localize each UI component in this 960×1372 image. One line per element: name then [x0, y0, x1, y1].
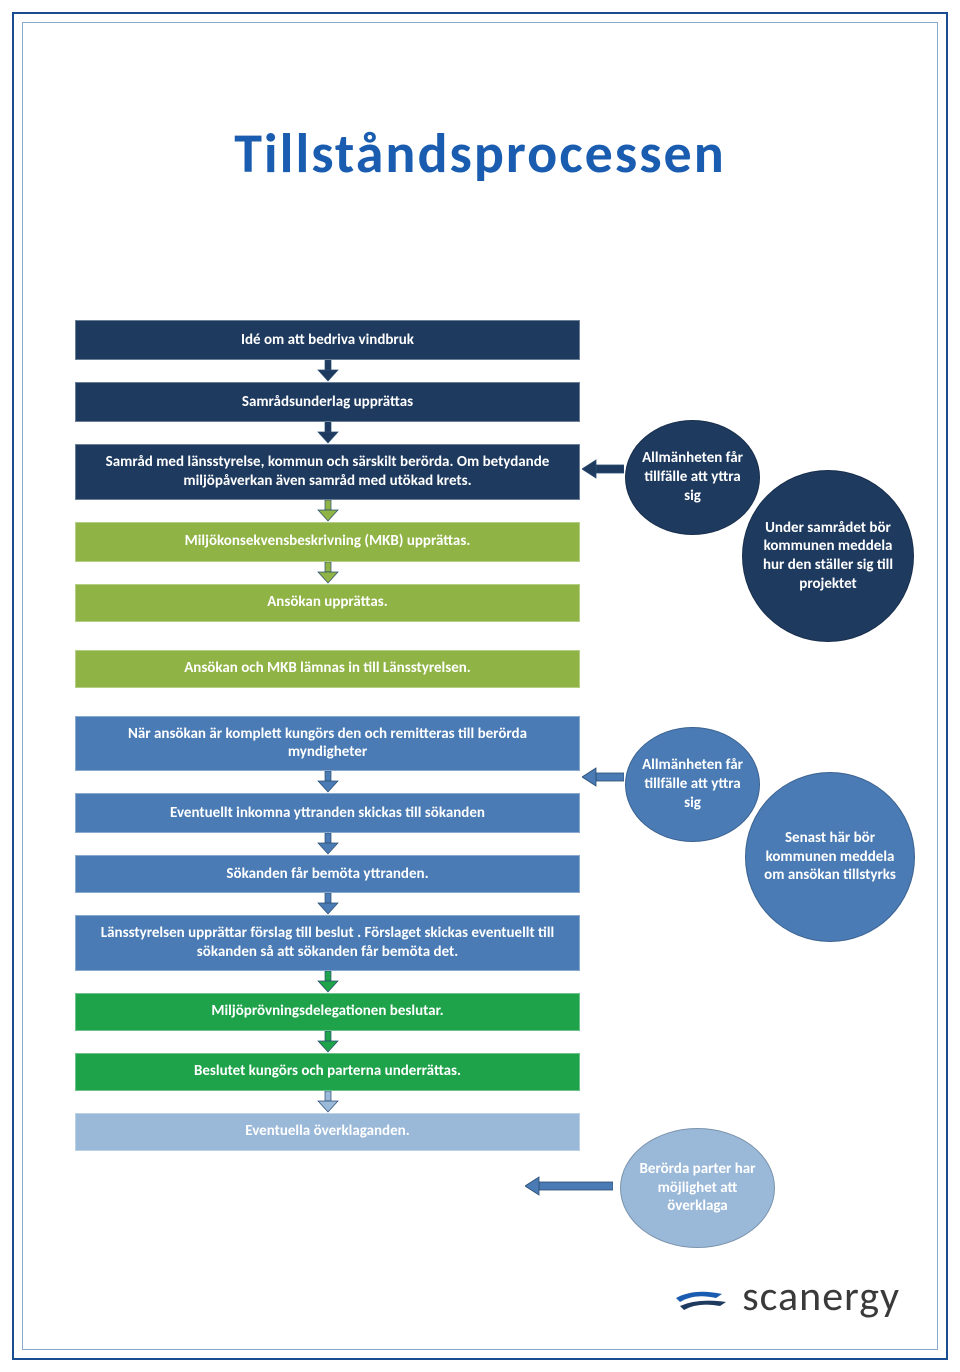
arrow-down-icon [75, 893, 580, 915]
annotation-bubble: Berörda parter har möjlighet att överkla… [620, 1128, 775, 1248]
flow-step: Miljöprövningsdelegationen beslutar. [75, 993, 580, 1031]
flow-step: Idé om att bedriva vindbruk [75, 320, 580, 360]
flow-step: Samrådsunderlag upprättas [75, 382, 580, 422]
arrow-down-icon [75, 1031, 580, 1053]
logo: scanergy [674, 1271, 900, 1322]
arrow-down-icon [75, 360, 580, 382]
annotation-bubble: Allmänheten får tillfälle att yttra sig [625, 727, 760, 842]
annotation-bubble: Senast här bör kommunen meddela om ansök… [745, 772, 915, 942]
annotation-bubble: Allmänheten får tillfälle att yttra sig [625, 420, 760, 535]
flow-step: Eventuella överklaganden. [75, 1113, 580, 1151]
arrow-down-icon [75, 562, 580, 584]
flow-step: Eventuellt inkomna yttranden skickas til… [75, 793, 580, 833]
arrow-down-icon [75, 833, 580, 855]
flow-step: Beslutet kungörs och parterna underrätta… [75, 1053, 580, 1091]
flowchart-column: Idé om att bedriva vindbruk Samrådsunder… [75, 320, 580, 1151]
flow-step: Miljökonsekvensbeskrivning (MKB) upprätt… [75, 522, 580, 562]
arrow-down-icon [75, 971, 580, 993]
arrow-left-icon [582, 458, 624, 480]
flow-step: När ansökan är komplett kungörs den och … [75, 716, 580, 772]
arrow-left-icon [582, 766, 624, 788]
logo-text: scanergy [742, 1271, 900, 1322]
page-title: Tillståndsprocessen [0, 120, 960, 188]
flow-step: Länsstyrelsen upprättar förslag till bes… [75, 915, 580, 971]
flow-step: Ansökan upprättas. [75, 584, 580, 622]
flow-step: Sökanden får bemöta yttranden. [75, 855, 580, 893]
logo-swoosh-icon [674, 1278, 732, 1316]
flow-step: Samråd med länsstyrelse, kommun och särs… [75, 444, 580, 500]
arrow-down-icon [75, 500, 580, 522]
arrow-down-icon [75, 1091, 580, 1113]
arrow-down-icon [75, 771, 580, 793]
arrow-left-icon [525, 1175, 613, 1197]
flow-gap [75, 622, 580, 650]
annotation-bubble: Under samrådet bör kommunen meddela hur … [742, 470, 914, 642]
flow-gap [75, 688, 580, 716]
flow-step: Ansökan och MKB lämnas in till Länsstyre… [75, 650, 580, 688]
arrow-down-icon [75, 422, 580, 444]
